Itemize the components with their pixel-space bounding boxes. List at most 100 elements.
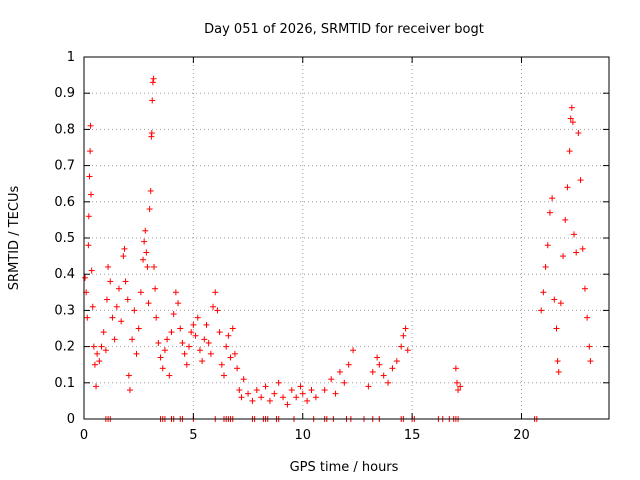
data-point	[210, 303, 217, 310]
data-point	[555, 368, 562, 375]
y-tick-label: 0.3	[54, 303, 75, 318]
x-tick-label: 15	[404, 428, 421, 443]
data-point	[161, 347, 168, 354]
data-point	[218, 361, 225, 368]
axis-ticks: 00.10.20.30.40.50.60.70.80.910 5 10 15 20	[54, 50, 609, 443]
data-point	[341, 379, 348, 386]
data-point	[214, 307, 221, 314]
data-point	[150, 75, 157, 82]
data-point	[223, 343, 230, 350]
data-point	[579, 245, 586, 252]
data-point	[107, 278, 114, 285]
data-point	[328, 376, 335, 383]
grid-layer	[84, 57, 609, 419]
data-point	[581, 285, 588, 292]
data-point	[96, 358, 103, 365]
data-point	[234, 365, 241, 372]
data-point	[350, 347, 357, 354]
data-point	[86, 173, 93, 180]
data-point	[82, 274, 89, 281]
data-point	[540, 289, 547, 296]
data-point	[111, 336, 118, 343]
data-point	[102, 347, 109, 354]
data-point	[137, 289, 144, 296]
data-point	[142, 227, 149, 234]
data-point	[126, 387, 133, 394]
data-point	[124, 296, 131, 303]
data-point	[192, 332, 199, 339]
data-point	[113, 303, 120, 310]
data-points	[82, 75, 594, 422]
data-point	[560, 253, 567, 260]
data-point	[88, 267, 95, 274]
data-point	[227, 354, 234, 361]
data-point	[566, 148, 573, 155]
data-point	[94, 350, 101, 357]
data-point	[374, 354, 381, 361]
data-point	[538, 307, 545, 314]
data-point	[91, 361, 98, 368]
data-point	[194, 314, 201, 321]
x-tick-label: 10	[294, 428, 311, 443]
data-point	[554, 358, 561, 365]
data-point	[199, 358, 206, 365]
data-point	[125, 372, 132, 379]
data-point	[546, 209, 553, 216]
data-point	[129, 336, 136, 343]
data-point	[168, 329, 175, 336]
data-point	[568, 104, 575, 111]
y-tick-label: 0.6	[54, 195, 75, 210]
data-point	[147, 187, 154, 194]
data-point	[149, 97, 156, 104]
data-point	[188, 329, 195, 336]
x-tick-label: 0	[80, 428, 88, 443]
data-point	[266, 397, 273, 404]
data-point	[258, 394, 265, 401]
data-point	[297, 383, 304, 390]
data-point	[398, 343, 405, 350]
data-point	[186, 343, 192, 350]
data-point	[571, 231, 577, 238]
data-point	[84, 314, 91, 321]
y-tick-label: 0.7	[54, 159, 75, 174]
data-point	[144, 263, 151, 270]
data-point	[153, 314, 160, 321]
chart-title: Day 051 of 2026, SRMTID for receiver bog…	[204, 22, 484, 37]
data-point	[88, 191, 94, 198]
data-point	[155, 339, 162, 346]
data-point	[175, 300, 182, 307]
data-point	[321, 387, 328, 394]
data-point	[172, 289, 179, 296]
data-point	[159, 365, 166, 372]
data-point	[262, 383, 269, 390]
data-point	[170, 311, 177, 318]
data-point	[380, 372, 387, 379]
data-point	[393, 358, 400, 365]
data-point	[385, 379, 392, 386]
data-point	[98, 343, 105, 350]
data-point	[584, 314, 591, 321]
data-point	[212, 289, 219, 296]
data-point	[203, 321, 210, 328]
y-tick-label: 0.1	[54, 376, 75, 391]
data-point	[85, 242, 92, 249]
data-point	[109, 314, 116, 321]
data-point	[400, 332, 407, 339]
data-point	[103, 296, 110, 303]
data-point	[332, 390, 339, 397]
data-point	[452, 365, 459, 372]
data-point	[146, 206, 153, 213]
data-point	[164, 336, 171, 343]
data-point	[116, 285, 122, 292]
data-point	[453, 379, 460, 386]
data-point	[253, 387, 260, 394]
data-point	[183, 361, 190, 368]
data-point	[122, 278, 129, 285]
data-point	[231, 350, 238, 357]
data-point	[225, 332, 232, 339]
data-point	[87, 148, 94, 155]
data-point	[575, 130, 582, 137]
data-point	[551, 296, 558, 303]
data-point	[157, 354, 164, 361]
data-point	[577, 177, 584, 184]
